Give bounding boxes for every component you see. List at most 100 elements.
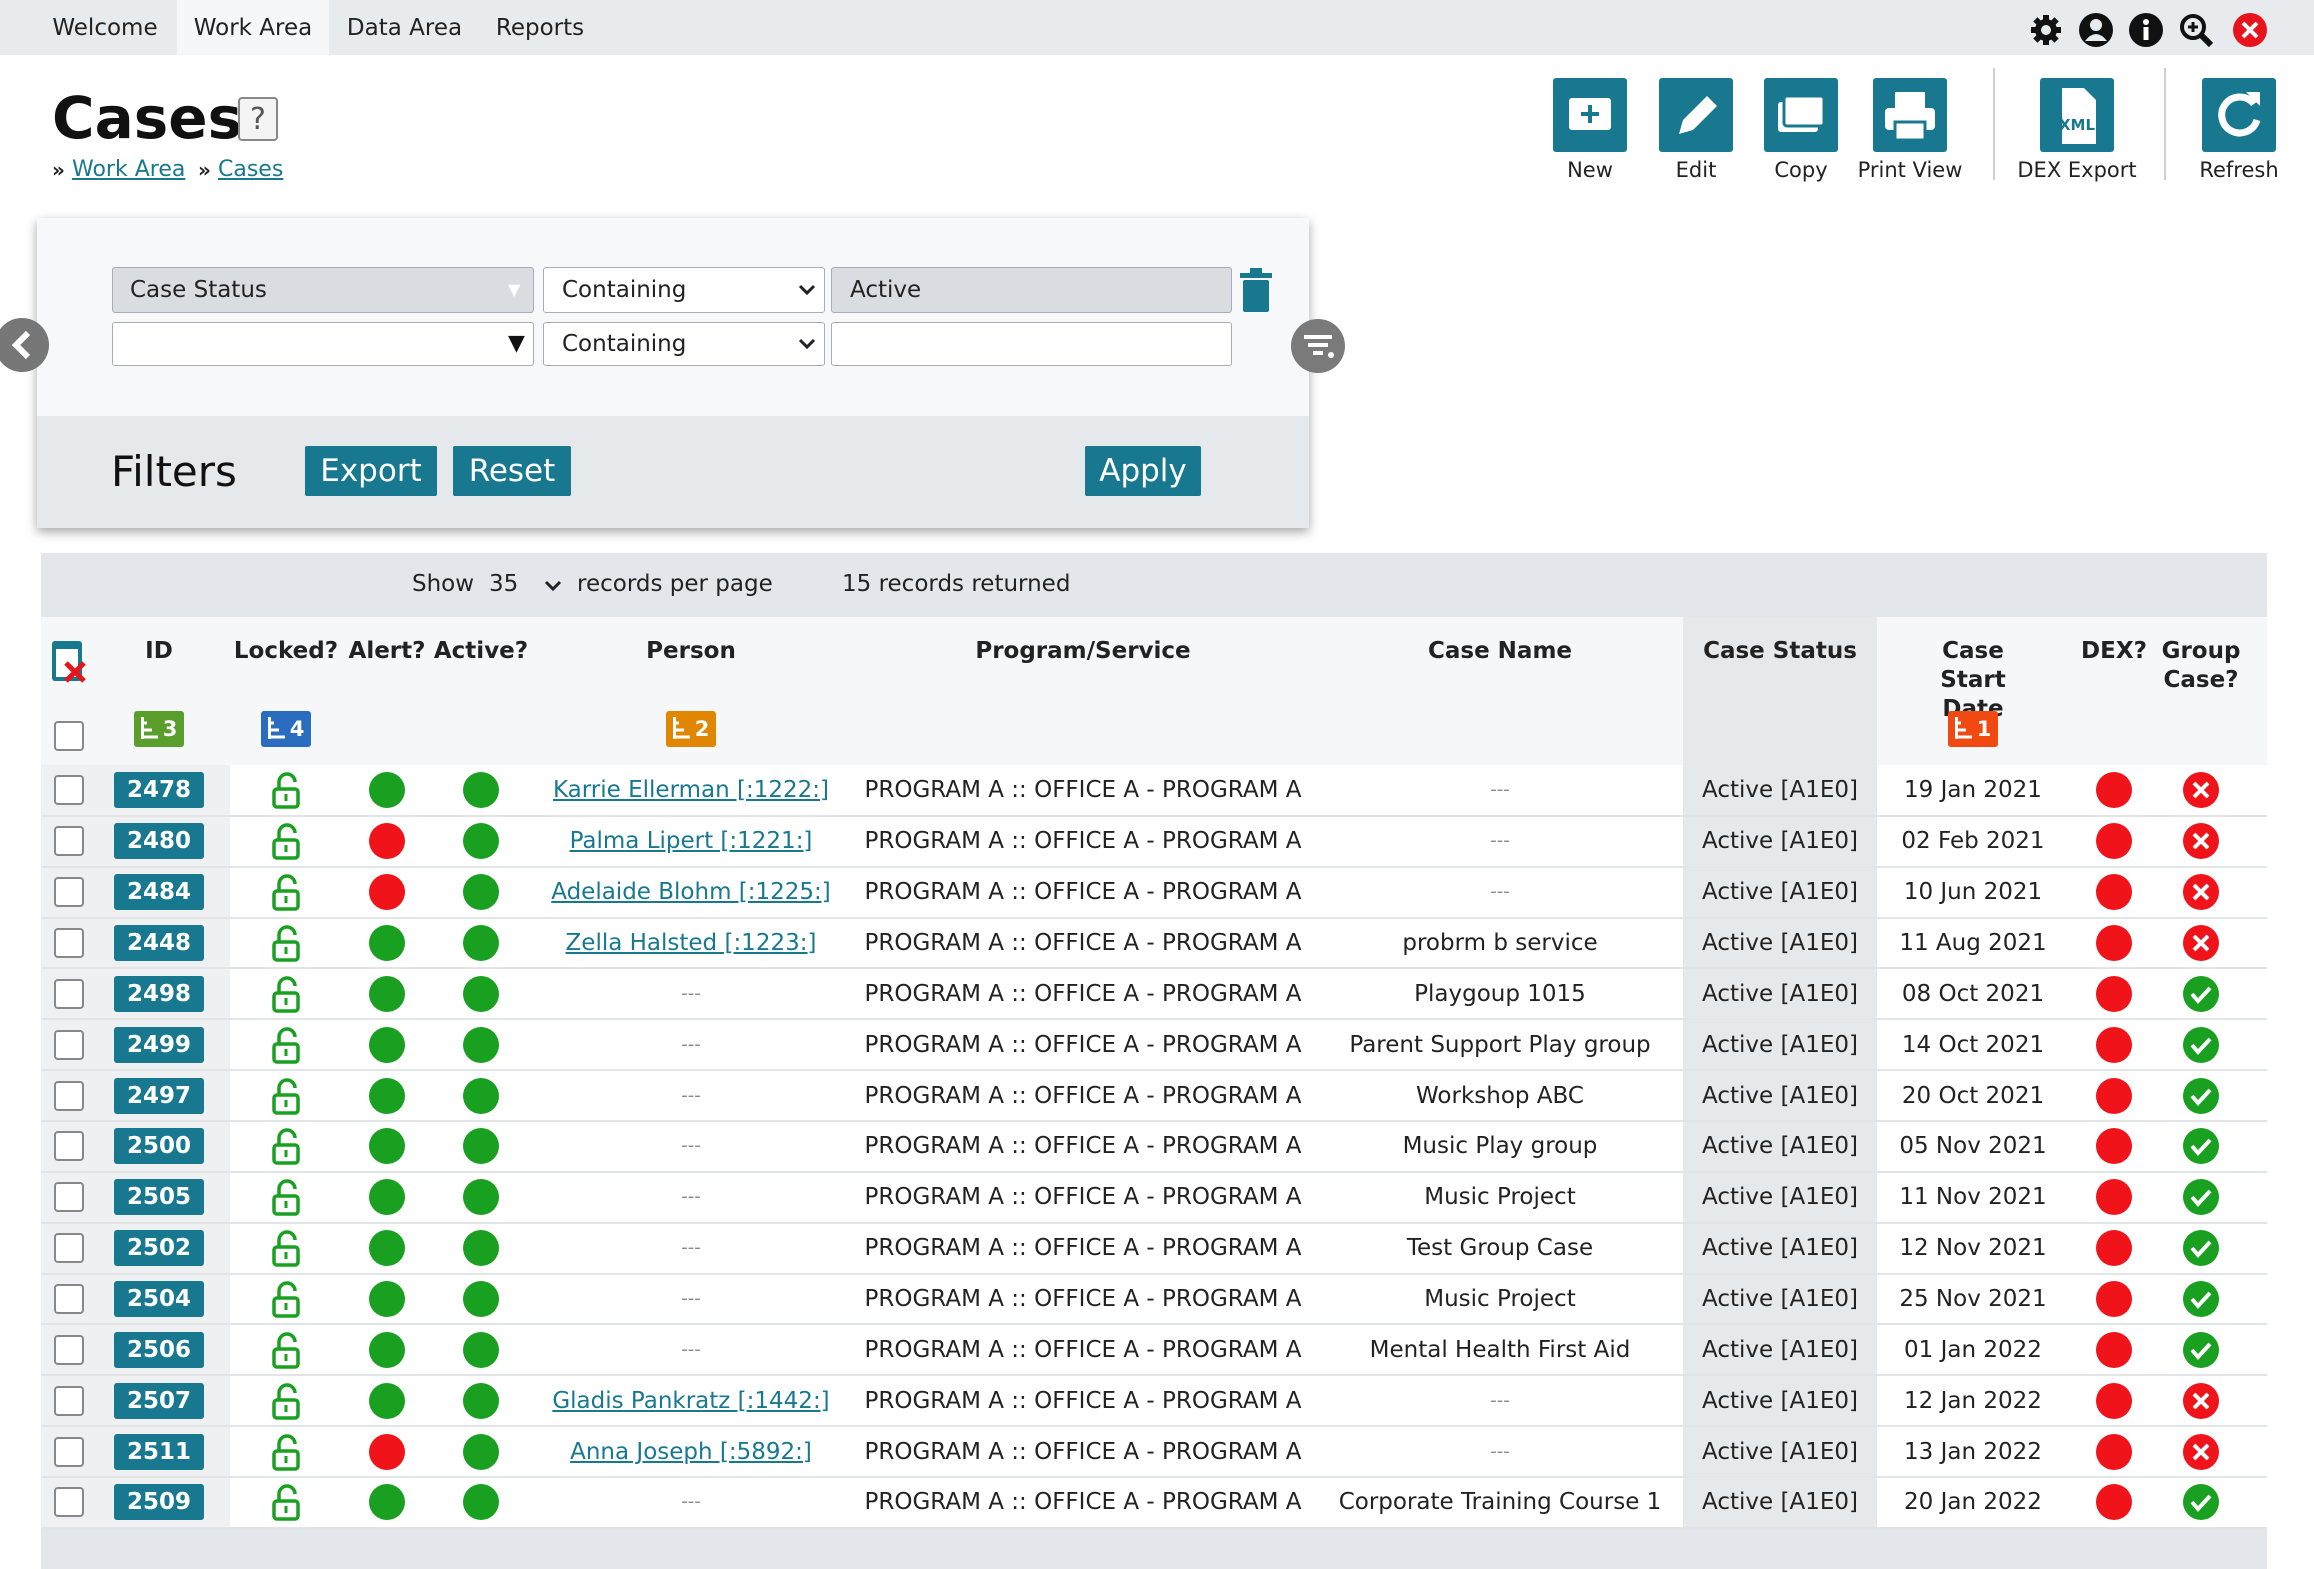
column-header[interactable]: ID [145, 638, 173, 664]
row-checkbox[interactable] [54, 1131, 84, 1162]
delete-filter[interactable] [1238, 268, 1274, 312]
toolbar-icon[interactable] [1873, 78, 1947, 152]
person-link[interactable]: Gladis Pankratz [:1442:] [552, 1387, 830, 1414]
info-icon[interactable] [2127, 11, 2165, 49]
sort-badge-icon-svg [666, 711, 716, 747]
filter-value[interactable] [831, 322, 1232, 366]
case-id[interactable]: 2497 [114, 1077, 204, 1114]
column-header[interactable]: Program/Service [975, 638, 1191, 664]
user-icon[interactable] [2077, 11, 2115, 49]
case-start-date: 08 Oct 2021 [1901, 980, 2045, 1007]
case-id[interactable]: 2507 [114, 1382, 204, 1419]
filter-toggle[interactable] [1290, 318, 1346, 374]
row-checkbox[interactable] [54, 1284, 84, 1315]
row-checkbox[interactable] [54, 1385, 84, 1416]
toolbar-label[interactable]: New [1567, 158, 1613, 182]
group-no [2182, 1382, 2220, 1420]
case-id[interactable]: 2504 [114, 1281, 204, 1318]
toolbar-label[interactable]: DEX Export [2017, 158, 2137, 182]
help-button[interactable]: ? [238, 97, 278, 141]
row-checkbox[interactable] [54, 1182, 84, 1213]
toolbar-label[interactable]: Refresh [2199, 158, 2279, 182]
icon-part [277, 1332, 297, 1349]
filter-operator[interactable] [543, 322, 825, 366]
icon-part [2096, 1128, 2132, 1165]
table-header [41, 617, 2267, 765]
group-yes [2182, 1127, 2220, 1165]
filter-field[interactable] [112, 322, 534, 366]
toolbar-label[interactable]: Copy [1774, 158, 1828, 182]
column-header[interactable]: DEX? [2081, 638, 2147, 664]
row-checkbox[interactable] [54, 928, 84, 958]
row-checkbox[interactable] [54, 1029, 84, 1060]
select-all-checkbox[interactable] [54, 721, 84, 751]
case-id[interactable]: 2511 [114, 1433, 204, 1470]
person-link[interactable]: Zella Halsted [:1223:] [565, 930, 817, 956]
row-checkbox[interactable] [54, 1436, 84, 1467]
filter-button[interactable]: Apply [1085, 446, 1201, 496]
case-id[interactable]: 2448 [114, 925, 204, 961]
row-checkbox[interactable] [54, 1080, 84, 1111]
case-id[interactable]: 2478 [114, 772, 204, 809]
filter-value[interactable] [831, 267, 1232, 313]
toolbar-label[interactable]: Edit [1675, 158, 1717, 182]
active-indicator [462, 1077, 500, 1115]
person-link[interactable]: Adelaide Blohm [:1225:] [551, 879, 831, 906]
row-checkbox[interactable] [54, 826, 84, 857]
filter-button[interactable]: Export [305, 446, 437, 496]
person-link[interactable]: Anna Joseph [:5892:] [570, 1438, 812, 1465]
person-link[interactable]: Palma Lipert [:1221:] [569, 828, 813, 855]
row-checkbox[interactable] [54, 877, 84, 908]
filter-field[interactable] [112, 267, 534, 313]
close-icon[interactable] [2231, 11, 2269, 49]
icon-part [369, 925, 405, 961]
column-header[interactable]: Case Start Date [1940, 638, 2006, 722]
per-page-select[interactable]: 35 [489, 571, 519, 597]
column-header[interactable]: Locked? [233, 638, 339, 664]
column-header[interactable]: Case Status [1703, 638, 1857, 664]
xml-glyph: XML [2059, 116, 2095, 134]
case-id[interactable]: 2509 [114, 1484, 204, 1521]
nav-tab[interactable]: Data Area [346, 15, 463, 41]
filter-operator[interactable] [543, 267, 825, 313]
nav-tab[interactable]: Work Area [193, 15, 313, 41]
column-header[interactable]: Person [646, 638, 736, 664]
case-id[interactable]: 2506 [114, 1331, 204, 1368]
case-id[interactable]: 2498 [114, 975, 204, 1012]
row-checkbox[interactable] [54, 1487, 84, 1518]
filter-button[interactable]: Reset [453, 446, 571, 496]
case-id[interactable]: 2505 [114, 1179, 204, 1216]
column-header[interactable]: Active? [433, 638, 529, 664]
active-indicator-svg [463, 1026, 499, 1063]
row-checkbox[interactable] [54, 1334, 84, 1365]
settings-icon[interactable] [2027, 11, 2065, 49]
zoom-icon[interactable] [2177, 11, 2215, 49]
case-id[interactable]: 2480 [114, 823, 204, 860]
toolbar-icon[interactable]: XML [2040, 78, 2114, 152]
case-id[interactable]: 2499 [114, 1026, 204, 1063]
icon-part [369, 772, 405, 809]
column-header[interactable]: Alert? [348, 638, 426, 664]
nav-tab[interactable]: Welcome [52, 15, 158, 41]
toolbar-icon[interactable] [2202, 78, 2276, 152]
toolbar-icon[interactable] [1659, 78, 1733, 152]
case-id[interactable]: 2484 [114, 874, 204, 911]
nav-tab[interactable]: Reports [495, 15, 585, 41]
toolbar-icon[interactable] [1553, 78, 1627, 152]
row-checkbox[interactable] [54, 978, 84, 1009]
dex-indicator-svg [2096, 1382, 2132, 1419]
column-header[interactable]: Group Case? [2161, 638, 2241, 693]
toolbar-icon[interactable] [1764, 78, 1838, 152]
breadcrumb-link[interactable]: Cases [218, 157, 284, 182]
case-id[interactable]: 2500 [114, 1128, 204, 1165]
person-link[interactable]: Karrie Ellerman [:1222:] [552, 777, 829, 804]
breadcrumb-link[interactable]: Work Area [72, 157, 186, 182]
case-id[interactable]: 2502 [114, 1230, 204, 1267]
row-checkbox[interactable] [54, 1233, 84, 1264]
collapse-button[interactable] [0, 317, 56, 373]
person-empty: --- [681, 1033, 701, 1055]
clear-selection[interactable] [50, 639, 88, 685]
column-header[interactable]: Case Name [1427, 638, 1573, 664]
toolbar-label[interactable]: Print View [1857, 158, 1963, 182]
row-checkbox[interactable] [54, 775, 84, 806]
